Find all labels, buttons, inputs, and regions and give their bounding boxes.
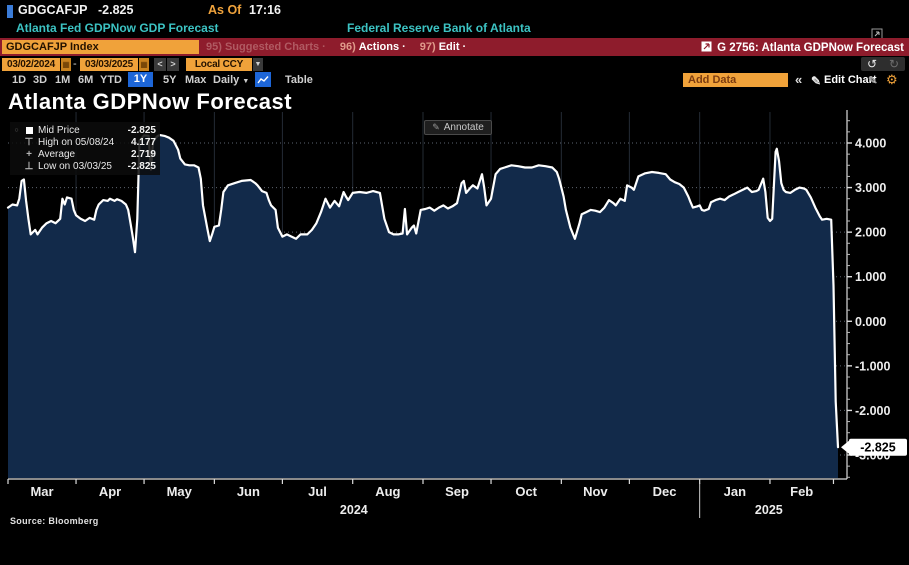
legend-value: 4.177 — [130, 136, 156, 148]
legend-value: 2.719 — [130, 148, 156, 160]
year-label: 2025 — [755, 503, 783, 517]
legend-row-high: ⊤ High on 05/08/24 4.177 — [13, 136, 156, 148]
undo-icon[interactable]: ↺ — [866, 57, 878, 71]
menu-edit[interactable]: 97) Edit · — [419, 41, 467, 53]
currency-select[interactable]: Local CCY — [186, 58, 252, 71]
legend-label: Low on 03/03/25 — [38, 160, 112, 172]
date-range-separator: - — [73, 58, 77, 70]
currency-dropdown-icon[interactable]: ▼ — [253, 58, 263, 71]
menu-suggested-charts[interactable]: 95) Suggested Charts · — [206, 41, 326, 53]
security-description: Atlanta Fed GDPNow GDP Forecast — [16, 21, 219, 35]
legend-label: Average — [38, 148, 76, 160]
chart-title: Atlanta GDPNow Forecast — [8, 89, 293, 114]
chart-settings-pencil-icon[interactable]: ✎ — [868, 75, 878, 87]
period-tab-1y-active[interactable]: 1Y — [128, 72, 153, 87]
y-axis-label: 3.000 — [855, 181, 886, 195]
year-label: 2024 — [340, 503, 368, 517]
security-ticker: GDGCAFJP — [18, 3, 88, 17]
month-label: Dec — [653, 484, 677, 499]
last-price-badge-value: -2.825 — [860, 441, 895, 455]
month-label: Oct — [515, 484, 537, 499]
add-data-input[interactable]: Add Data — [683, 73, 788, 87]
average-marker-icon: + — [26, 148, 32, 160]
high-marker-icon: ⊤ — [24, 136, 34, 148]
redo-icon[interactable]: ↻ — [888, 57, 900, 71]
command-bar — [0, 38, 909, 56]
as-of-time: 17:16 — [249, 3, 281, 17]
range-prev-button[interactable]: < — [154, 58, 166, 71]
menu-actions[interactable]: 96) Actions · — [339, 41, 406, 53]
chart-legend: ○ Mid Price -2.825 ⊤ High on 05/08/24 4.… — [10, 122, 160, 175]
mid-price-marker-icon — [25, 126, 33, 134]
annotate-button[interactable]: ✎ Annotate — [424, 120, 492, 135]
low-marker-icon: ⊥ — [24, 160, 34, 172]
legend-label: Mid Price — [38, 124, 80, 136]
month-label: Aug — [375, 484, 400, 499]
date-from-calendar-icon[interactable]: ▦ — [61, 58, 71, 71]
source-credit: Source: Bloomberg — [10, 516, 99, 526]
chart-type-line-icon[interactable] — [255, 72, 271, 87]
period-tab-max[interactable]: Max — [185, 74, 207, 86]
range-next-button[interactable]: > — [167, 58, 179, 71]
frequency-select[interactable]: Daily ▼ — [213, 74, 250, 86]
legend-value: -2.825 — [127, 160, 156, 172]
last-price-badge — [849, 438, 907, 456]
legend-label: High on 05/08/24 — [38, 136, 115, 148]
period-tab-6m[interactable]: 6M — [78, 74, 94, 86]
legend-row-mid-price[interactable]: ○ Mid Price -2.825 — [13, 124, 156, 136]
edit-chart-button[interactable]: Edit Chart — [824, 74, 877, 86]
period-tab-1d[interactable]: 1D — [12, 74, 27, 86]
legend-row-average: + Average 2.719 — [13, 148, 156, 160]
y-axis-label: 4.000 — [855, 137, 886, 151]
legend-row-low: ⊥ Low on 03/03/25 -2.825 — [13, 160, 156, 172]
last-price-badge-arrow — [841, 440, 849, 454]
gdpnow-mid-price-line — [6, 134, 840, 449]
frequency-dropdown-icon: ▼ — [242, 78, 250, 85]
as-of-label: As Of — [208, 3, 242, 17]
gear-icon[interactable]: ⚙ — [886, 72, 898, 87]
period-tab-3d[interactable]: 3D — [33, 74, 48, 86]
period-tab-1m[interactable]: 1M — [55, 74, 71, 86]
security-flag-icon — [7, 5, 13, 18]
chart-id-label[interactable]: G 2756: Atlanta GDPNow Forecast — [717, 42, 904, 54]
table-view-button[interactable]: Table — [285, 74, 313, 86]
export-chart-icon[interactable] — [701, 41, 712, 55]
month-label: May — [167, 484, 193, 499]
month-label: Mar — [30, 484, 53, 499]
month-label: Nov — [583, 484, 608, 499]
date-to-calendar-icon[interactable]: ▦ — [139, 58, 149, 71]
date-from-input[interactable]: 03/02/2024 — [2, 58, 60, 71]
month-label: Jun — [237, 484, 260, 499]
annotate-pencil-icon: ✎ — [432, 122, 440, 132]
y-axis-label: -2.000 — [855, 404, 890, 418]
period-tab-5y[interactable]: 5Y — [163, 74, 177, 86]
undo-redo-group: ↺ ↻ — [861, 57, 905, 71]
period-tab-ytd[interactable]: YTD — [100, 74, 122, 86]
gdpnow-area-fill — [8, 135, 838, 478]
edit-chart-pencil-icon[interactable]: ✎ — [811, 74, 822, 88]
month-label: Apr — [99, 484, 121, 499]
last-price: -2.825 — [98, 3, 134, 17]
month-label: Feb — [790, 484, 813, 499]
y-axis-label: 0.000 — [855, 315, 886, 329]
ticker-input[interactable]: GDGCAFJP Index — [2, 40, 199, 54]
collapse-toolbar-button[interactable]: « — [795, 72, 803, 87]
date-to-input[interactable]: 03/03/2025 — [80, 58, 138, 71]
data-source-org: Federal Reserve Bank of Atlanta — [347, 21, 531, 35]
y-axis-label: 1.000 — [855, 270, 886, 284]
month-label: Jan — [724, 484, 746, 499]
y-axis-label: -1.000 — [855, 359, 890, 373]
month-label: Sep — [445, 484, 469, 499]
legend-toggle-icon[interactable]: ○ — [14, 126, 19, 134]
month-label: Jul — [308, 484, 327, 499]
y-axis-label: -3.000 — [855, 448, 890, 462]
legend-value: -2.825 — [127, 124, 156, 136]
y-axis-label: 2.000 — [855, 226, 886, 240]
